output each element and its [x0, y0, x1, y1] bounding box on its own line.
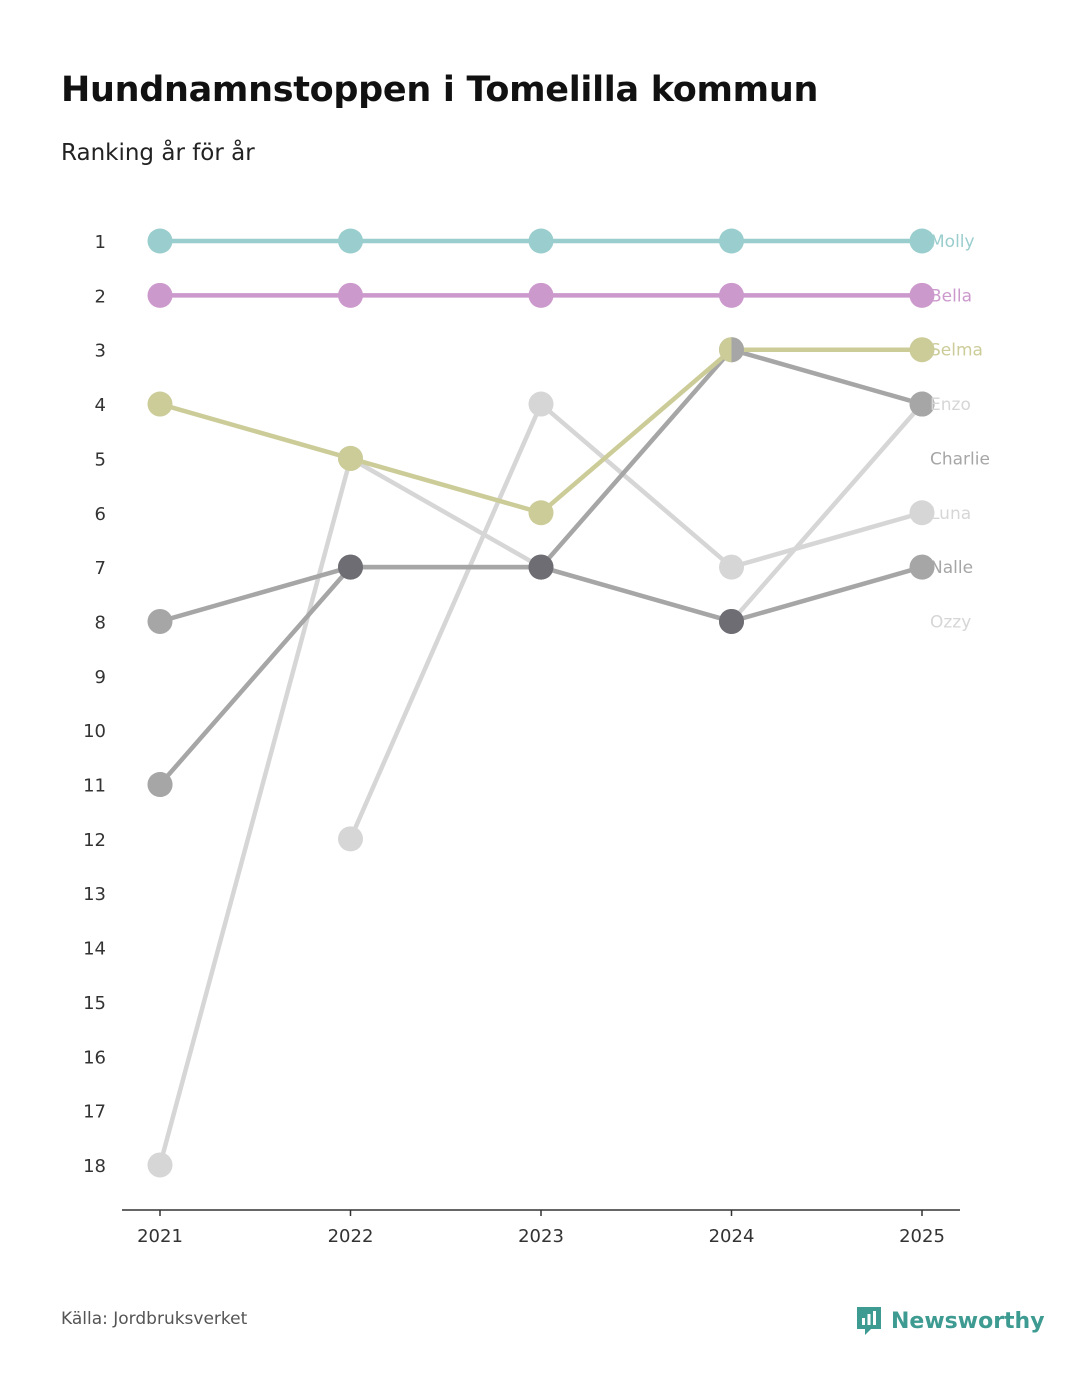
point-bella	[528, 282, 554, 308]
y-tick-label: 12	[83, 830, 106, 851]
point-enzo	[338, 826, 363, 852]
y-tick-label: 4	[95, 395, 106, 416]
end-label-luna: Luna	[930, 504, 971, 524]
y-tick-label: 17	[83, 1102, 106, 1123]
point-luna	[147, 1152, 173, 1178]
x-tick-label: 2023	[518, 1226, 564, 1247]
y-tick-label: 9	[95, 667, 106, 688]
chart-subtitle: Ranking år för år	[61, 140, 255, 166]
end-label-bella: Bella	[930, 286, 972, 306]
point-enzo	[719, 554, 744, 580]
y-tick-label: 16	[83, 1047, 106, 1068]
end-label-enzo: Enzo	[930, 395, 971, 415]
y-tick-label: 7	[95, 558, 106, 579]
brand-logo: Newsworthy	[855, 1305, 1045, 1337]
y-tick-label: 3	[95, 341, 106, 362]
point-selma	[909, 337, 935, 363]
point-molly	[147, 228, 173, 254]
y-tick-label: 14	[83, 939, 106, 960]
y-tick-label: 15	[83, 993, 106, 1014]
y-tick-label: 13	[83, 884, 106, 905]
point-selma	[528, 500, 554, 526]
x-axis: 2021 2022 2023 2024 2025	[122, 1209, 960, 1247]
point-enzo	[909, 500, 935, 526]
point-bella	[147, 282, 173, 308]
end-labels: Molly Bella Selma Enzo Charlie Luna Nalle Ozzy	[930, 232, 990, 632]
point-molly	[909, 228, 935, 254]
series-line-enzo	[348, 401, 925, 842]
y-tick-label: 2	[95, 286, 106, 307]
overlap-point	[719, 608, 744, 634]
point-molly	[528, 228, 554, 254]
shared-point-half	[922, 391, 935, 417]
y-tick-label: 10	[83, 721, 106, 742]
chart-title: Hundnamnstoppen i Tomelilla kommun	[61, 70, 819, 110]
overlap-point	[338, 554, 363, 580]
end-label-molly: Molly	[930, 232, 975, 252]
end-label-charlie: Charlie	[930, 449, 990, 469]
point-nalle	[147, 608, 173, 634]
y-tick-label: 1	[95, 232, 106, 253]
y-tick-label: 11	[83, 776, 106, 797]
point-bella	[719, 282, 744, 308]
y-tick-label: 5	[95, 449, 106, 470]
y-tick-label: 18	[83, 1156, 106, 1177]
series-line-selma	[157, 347, 925, 515]
shared-point-half	[160, 772, 173, 797]
x-tick-label: 2024	[709, 1226, 755, 1247]
brand-name: Newsworthy	[891, 1308, 1045, 1334]
point-selma	[147, 391, 173, 417]
end-label-ozzy: Ozzy	[930, 612, 971, 632]
end-label-selma: Selma	[930, 341, 983, 361]
x-tick-label: 2021	[137, 1226, 183, 1247]
x-tick-label: 2022	[328, 1226, 374, 1247]
point-molly	[338, 228, 363, 254]
point-bella	[909, 282, 935, 308]
shared-point-half	[922, 554, 935, 580]
source-note: Källa: Jordbruksverket	[61, 1309, 248, 1329]
point-enzo	[528, 391, 554, 417]
point-selma	[338, 445, 363, 471]
y-tick-label: 8	[95, 612, 106, 633]
newsworthy-logo-icon	[857, 1307, 881, 1335]
y-tick-label: 6	[95, 504, 106, 525]
overlap-point	[528, 554, 554, 580]
shared-point-half	[731, 337, 744, 363]
series-markers	[147, 228, 935, 1178]
point-bella	[338, 282, 363, 308]
x-tick-label: 2025	[899, 1226, 945, 1247]
series-lines	[157, 238, 925, 1168]
point-molly	[719, 228, 744, 254]
end-label-nalle: Nalle	[930, 558, 973, 578]
